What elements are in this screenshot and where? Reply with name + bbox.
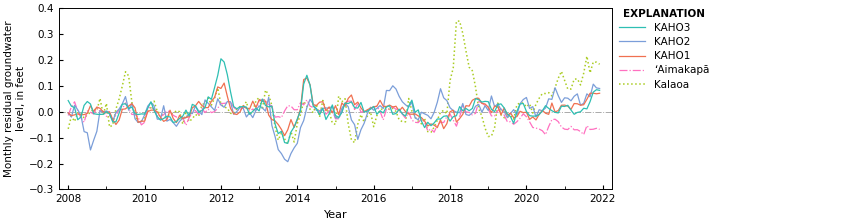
- Legend: KAHO3, KAHO2, KAHO1, ʻAimakapā, Kalaoa: KAHO3, KAHO2, KAHO1, ʻAimakapā, Kalaoa: [615, 4, 714, 94]
- X-axis label: Year: Year: [324, 210, 348, 220]
- Y-axis label: Monthly residual groundwater
level, in feet: Monthly residual groundwater level, in f…: [4, 20, 26, 177]
